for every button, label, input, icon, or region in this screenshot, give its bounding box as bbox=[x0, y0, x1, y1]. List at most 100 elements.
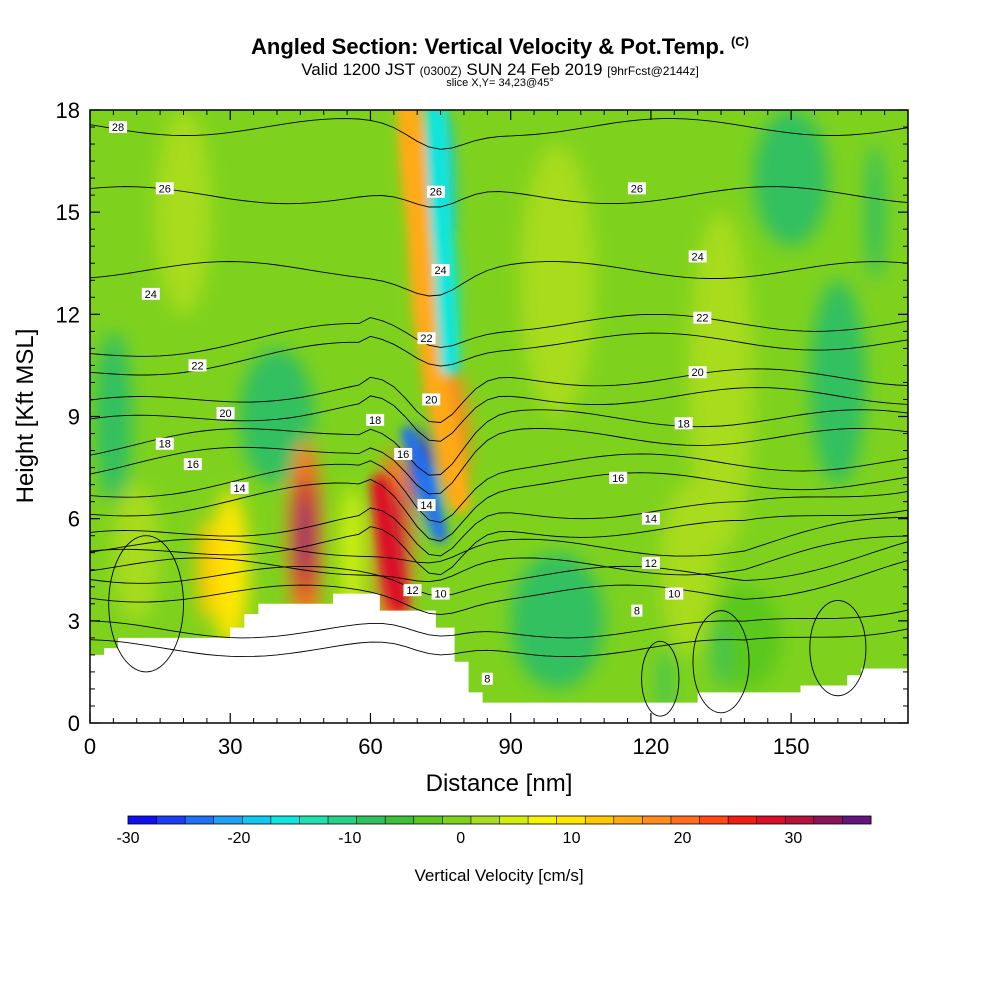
forecast-info: [9hrFcst@2144z] bbox=[607, 64, 699, 78]
isotherm-label-bg bbox=[431, 587, 450, 600]
isotherm-label-bg bbox=[155, 437, 174, 450]
isotherm-label: 18 bbox=[155, 437, 174, 451]
isotherm-label: 8 bbox=[631, 604, 643, 618]
isotherm-label-bg bbox=[693, 311, 712, 324]
isotherm-line bbox=[90, 332, 908, 376]
y-tick-label: 0 bbox=[68, 711, 80, 736]
isotherm-line bbox=[90, 409, 908, 476]
colorbar-swatch bbox=[385, 816, 415, 824]
isotherm-label-text: 8 bbox=[634, 606, 640, 618]
terrain bbox=[90, 593, 908, 723]
isotherm-label-bg bbox=[426, 185, 445, 198]
isotherm-label-text: 24 bbox=[692, 251, 704, 263]
colorbar-tick-label: 0 bbox=[456, 830, 465, 847]
isotherm-label: 24 bbox=[431, 264, 450, 277]
x-axis-label: Distance [nm] bbox=[426, 770, 573, 797]
x-tick-label: 90 bbox=[498, 734, 522, 759]
isotherm-label: 22 bbox=[417, 332, 436, 345]
colorbar-swatch bbox=[413, 816, 443, 824]
colorbar-swatch bbox=[613, 816, 643, 824]
isotherm-label: 14 bbox=[417, 499, 436, 512]
isotherm-label-bg bbox=[183, 458, 202, 471]
isotherm-label-bg bbox=[431, 264, 450, 277]
colorbar-swatch bbox=[270, 816, 300, 824]
isotherm-label-bg bbox=[422, 393, 441, 406]
colorbar-swatch bbox=[842, 816, 872, 824]
isotherm-label-bg bbox=[141, 287, 160, 300]
isotherm-line bbox=[90, 453, 908, 523]
colorbar-swatch bbox=[356, 816, 386, 824]
colorbar-swatch bbox=[213, 816, 243, 824]
isotherm-label: 14 bbox=[230, 482, 249, 495]
isotherm-line bbox=[90, 509, 908, 576]
y-tick-label: 3 bbox=[68, 609, 80, 634]
isotherm-label-bg bbox=[394, 447, 413, 460]
isotherm-label: 8 bbox=[481, 672, 493, 686]
y-tick-label: 15 bbox=[56, 200, 80, 225]
isotherm-label: 22 bbox=[188, 359, 207, 372]
isotherm-label: 26 bbox=[426, 185, 445, 199]
isotherm-line bbox=[90, 628, 908, 658]
isotherm-line bbox=[90, 427, 908, 495]
isotherm-label-bg bbox=[216, 407, 235, 420]
isotherm-label: 22 bbox=[693, 311, 712, 325]
isotherm-label: 18 bbox=[674, 417, 693, 430]
isotherm-label-text: 10 bbox=[434, 589, 446, 601]
isotherm-line bbox=[90, 609, 908, 639]
colorbar-swatch bbox=[556, 816, 586, 824]
isotherm-label-bg bbox=[155, 182, 174, 195]
isotherm-label-bg bbox=[403, 584, 422, 597]
isotherm-line bbox=[90, 313, 908, 357]
isotherm-line bbox=[90, 559, 908, 616]
field-blob bbox=[753, 110, 829, 247]
isotherm-closed bbox=[692, 610, 750, 714]
isotherm-label-text: 24 bbox=[145, 289, 157, 301]
isotherm-label-bg bbox=[481, 672, 493, 685]
isotherm-label-text: 14 bbox=[420, 500, 432, 512]
isotherm-label-text: 22 bbox=[420, 333, 432, 345]
title-main: Angled Section: Vertical Velocity & Pot.… bbox=[251, 34, 725, 59]
field-blob bbox=[865, 144, 885, 281]
colorbar-swatch bbox=[699, 816, 729, 824]
isotherm-label-text: 26 bbox=[430, 187, 442, 199]
valid-date: SUN 24 Feb 2019 bbox=[466, 60, 603, 79]
colorbar-swatch bbox=[328, 816, 358, 824]
isotherm-label-bg bbox=[641, 512, 660, 525]
isotherm-line bbox=[90, 261, 908, 297]
x-tick-label: 0 bbox=[84, 734, 96, 759]
isotherm-label-bg bbox=[631, 604, 643, 617]
isotherm-label-text: 16 bbox=[397, 449, 409, 461]
isotherm-label-text: 20 bbox=[692, 367, 704, 379]
isotherm-closed bbox=[809, 599, 867, 697]
isotherms bbox=[90, 118, 908, 717]
isotherm-line bbox=[90, 472, 908, 542]
isotherm-label-text: 14 bbox=[233, 483, 245, 495]
valid-utc: (0300Z) bbox=[419, 64, 462, 78]
isotherm-label-bg bbox=[609, 471, 628, 484]
axes: 0 30 60 90 120 150 0 3 6 9 12 15 18 bbox=[56, 98, 908, 759]
isotherm-line bbox=[90, 387, 908, 442]
isotherm-label-text: 14 bbox=[645, 514, 657, 526]
isotherm-labels: 28 26 26 26 24 24 24 22 22 22 20 20 20 18 18 18 16 16 16 14… bbox=[109, 121, 712, 686]
colorbar-swatch bbox=[470, 816, 500, 824]
isotherm-label: 18 bbox=[366, 413, 385, 427]
colorbar-tick-label: 10 bbox=[563, 830, 581, 847]
isotherm-label: 20 bbox=[216, 407, 235, 420]
y-tick-label: 9 bbox=[68, 405, 80, 430]
colorbar-tick-label: -20 bbox=[227, 830, 250, 847]
colorbar-swatch bbox=[299, 816, 329, 824]
isotherm-label: 20 bbox=[688, 366, 707, 379]
isotherm-closed bbox=[641, 640, 680, 717]
isotherm-label: 24 bbox=[141, 287, 160, 301]
x-tick-label: 120 bbox=[633, 734, 670, 759]
isotherm-label: 12 bbox=[641, 556, 660, 570]
isotherm-line bbox=[90, 535, 908, 583]
colorbar-swatch bbox=[785, 816, 815, 824]
colorbar-swatch bbox=[756, 816, 786, 824]
isotherm-label-text: 24 bbox=[434, 265, 446, 277]
isotherm-label-bg bbox=[674, 417, 693, 430]
isotherm-closed bbox=[108, 535, 184, 673]
field-blob bbox=[809, 280, 866, 485]
velocity-field bbox=[90, 110, 908, 723]
field-blob bbox=[659, 648, 671, 717]
